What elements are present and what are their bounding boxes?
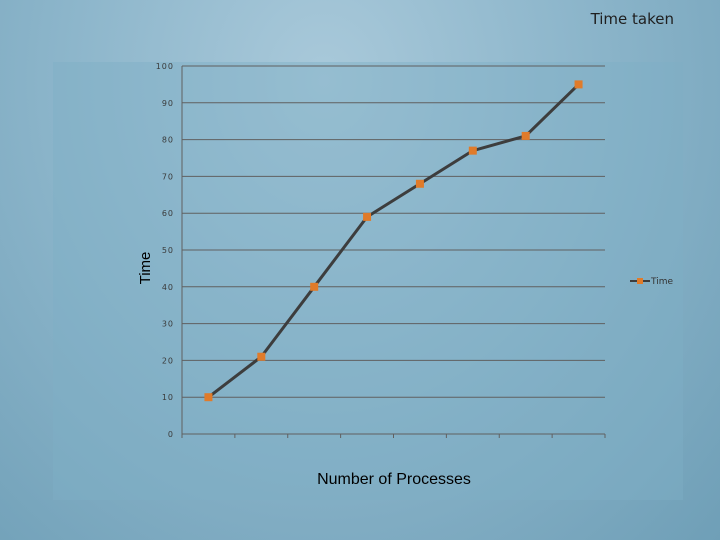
slide-title: Time taken — [590, 10, 674, 28]
y-tick-label: 80 — [162, 136, 174, 145]
y-tick-label: 40 — [162, 283, 174, 292]
series-line-time — [207, 83, 580, 399]
y-tick-labels: 0 10 20 30 40 50 60 70 80 90 100 — [156, 62, 174, 439]
series-time — [204, 80, 583, 402]
data-point — [204, 393, 213, 402]
x-axis-title: Number of Processes — [317, 471, 471, 488]
y-tick-label: 10 — [162, 393, 174, 402]
y-tick-label: 90 — [162, 99, 174, 108]
y-tick-label: 100 — [156, 62, 174, 71]
data-point — [415, 179, 424, 188]
y-tick-label: 70 — [162, 172, 174, 181]
y-tick-label: 20 — [162, 356, 174, 365]
data-point — [468, 146, 477, 155]
axes — [181, 66, 606, 438]
legend: Time — [630, 277, 673, 287]
data-point — [363, 212, 372, 221]
data-point — [310, 282, 319, 291]
data-point — [521, 131, 530, 140]
y-tick-label: 50 — [162, 246, 174, 255]
legend-marker — [637, 278, 643, 284]
chart-background — [53, 62, 683, 500]
y-tick-label: 30 — [162, 320, 174, 329]
data-point — [257, 352, 266, 361]
y-tick-label: 0 — [168, 430, 174, 439]
y-axis-title: Time — [137, 252, 154, 285]
y-tick-label: 60 — [162, 209, 174, 218]
data-point — [574, 80, 583, 89]
legend-label: Time — [650, 277, 673, 287]
gridlines — [182, 65, 605, 398]
